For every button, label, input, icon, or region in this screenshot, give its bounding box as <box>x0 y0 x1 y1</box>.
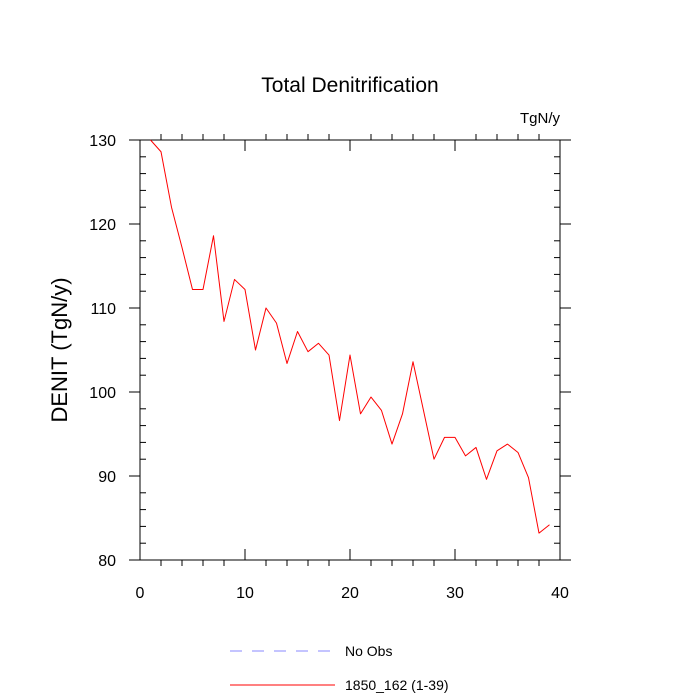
series-line <box>150 139 550 534</box>
plot-frame <box>139 139 561 561</box>
y-tick-label: 90 <box>98 469 116 486</box>
axis-tick-labels: 0 10 20 30 40 80 90 100 110 120 130 <box>89 133 569 602</box>
x-tick-label: 40 <box>551 585 569 602</box>
legend: No Obs 1850_162 (1-39) <box>230 643 449 693</box>
legend-label-series: 1850_162 (1-39) <box>345 677 449 693</box>
y-tick-label: 80 <box>98 553 116 570</box>
x-tick-label: 20 <box>341 585 359 602</box>
y-tick-label: 110 <box>90 301 116 318</box>
legend-label-no-obs: No Obs <box>345 643 392 659</box>
y-tick-label: 130 <box>89 133 116 150</box>
data-series <box>150 139 550 534</box>
x-tick-label: 0 <box>136 585 145 602</box>
chart-title: Total Denitrification <box>261 74 438 97</box>
units-label: TgN/y <box>520 110 561 127</box>
axis-ticks <box>129 134 571 566</box>
y-tick-label: 100 <box>89 385 116 402</box>
x-tick-label: 30 <box>446 585 464 602</box>
y-axis-label: DENIT (TgN/y) <box>47 277 72 422</box>
x-tick-label: 10 <box>236 585 254 602</box>
y-tick-label: 120 <box>89 217 116 234</box>
